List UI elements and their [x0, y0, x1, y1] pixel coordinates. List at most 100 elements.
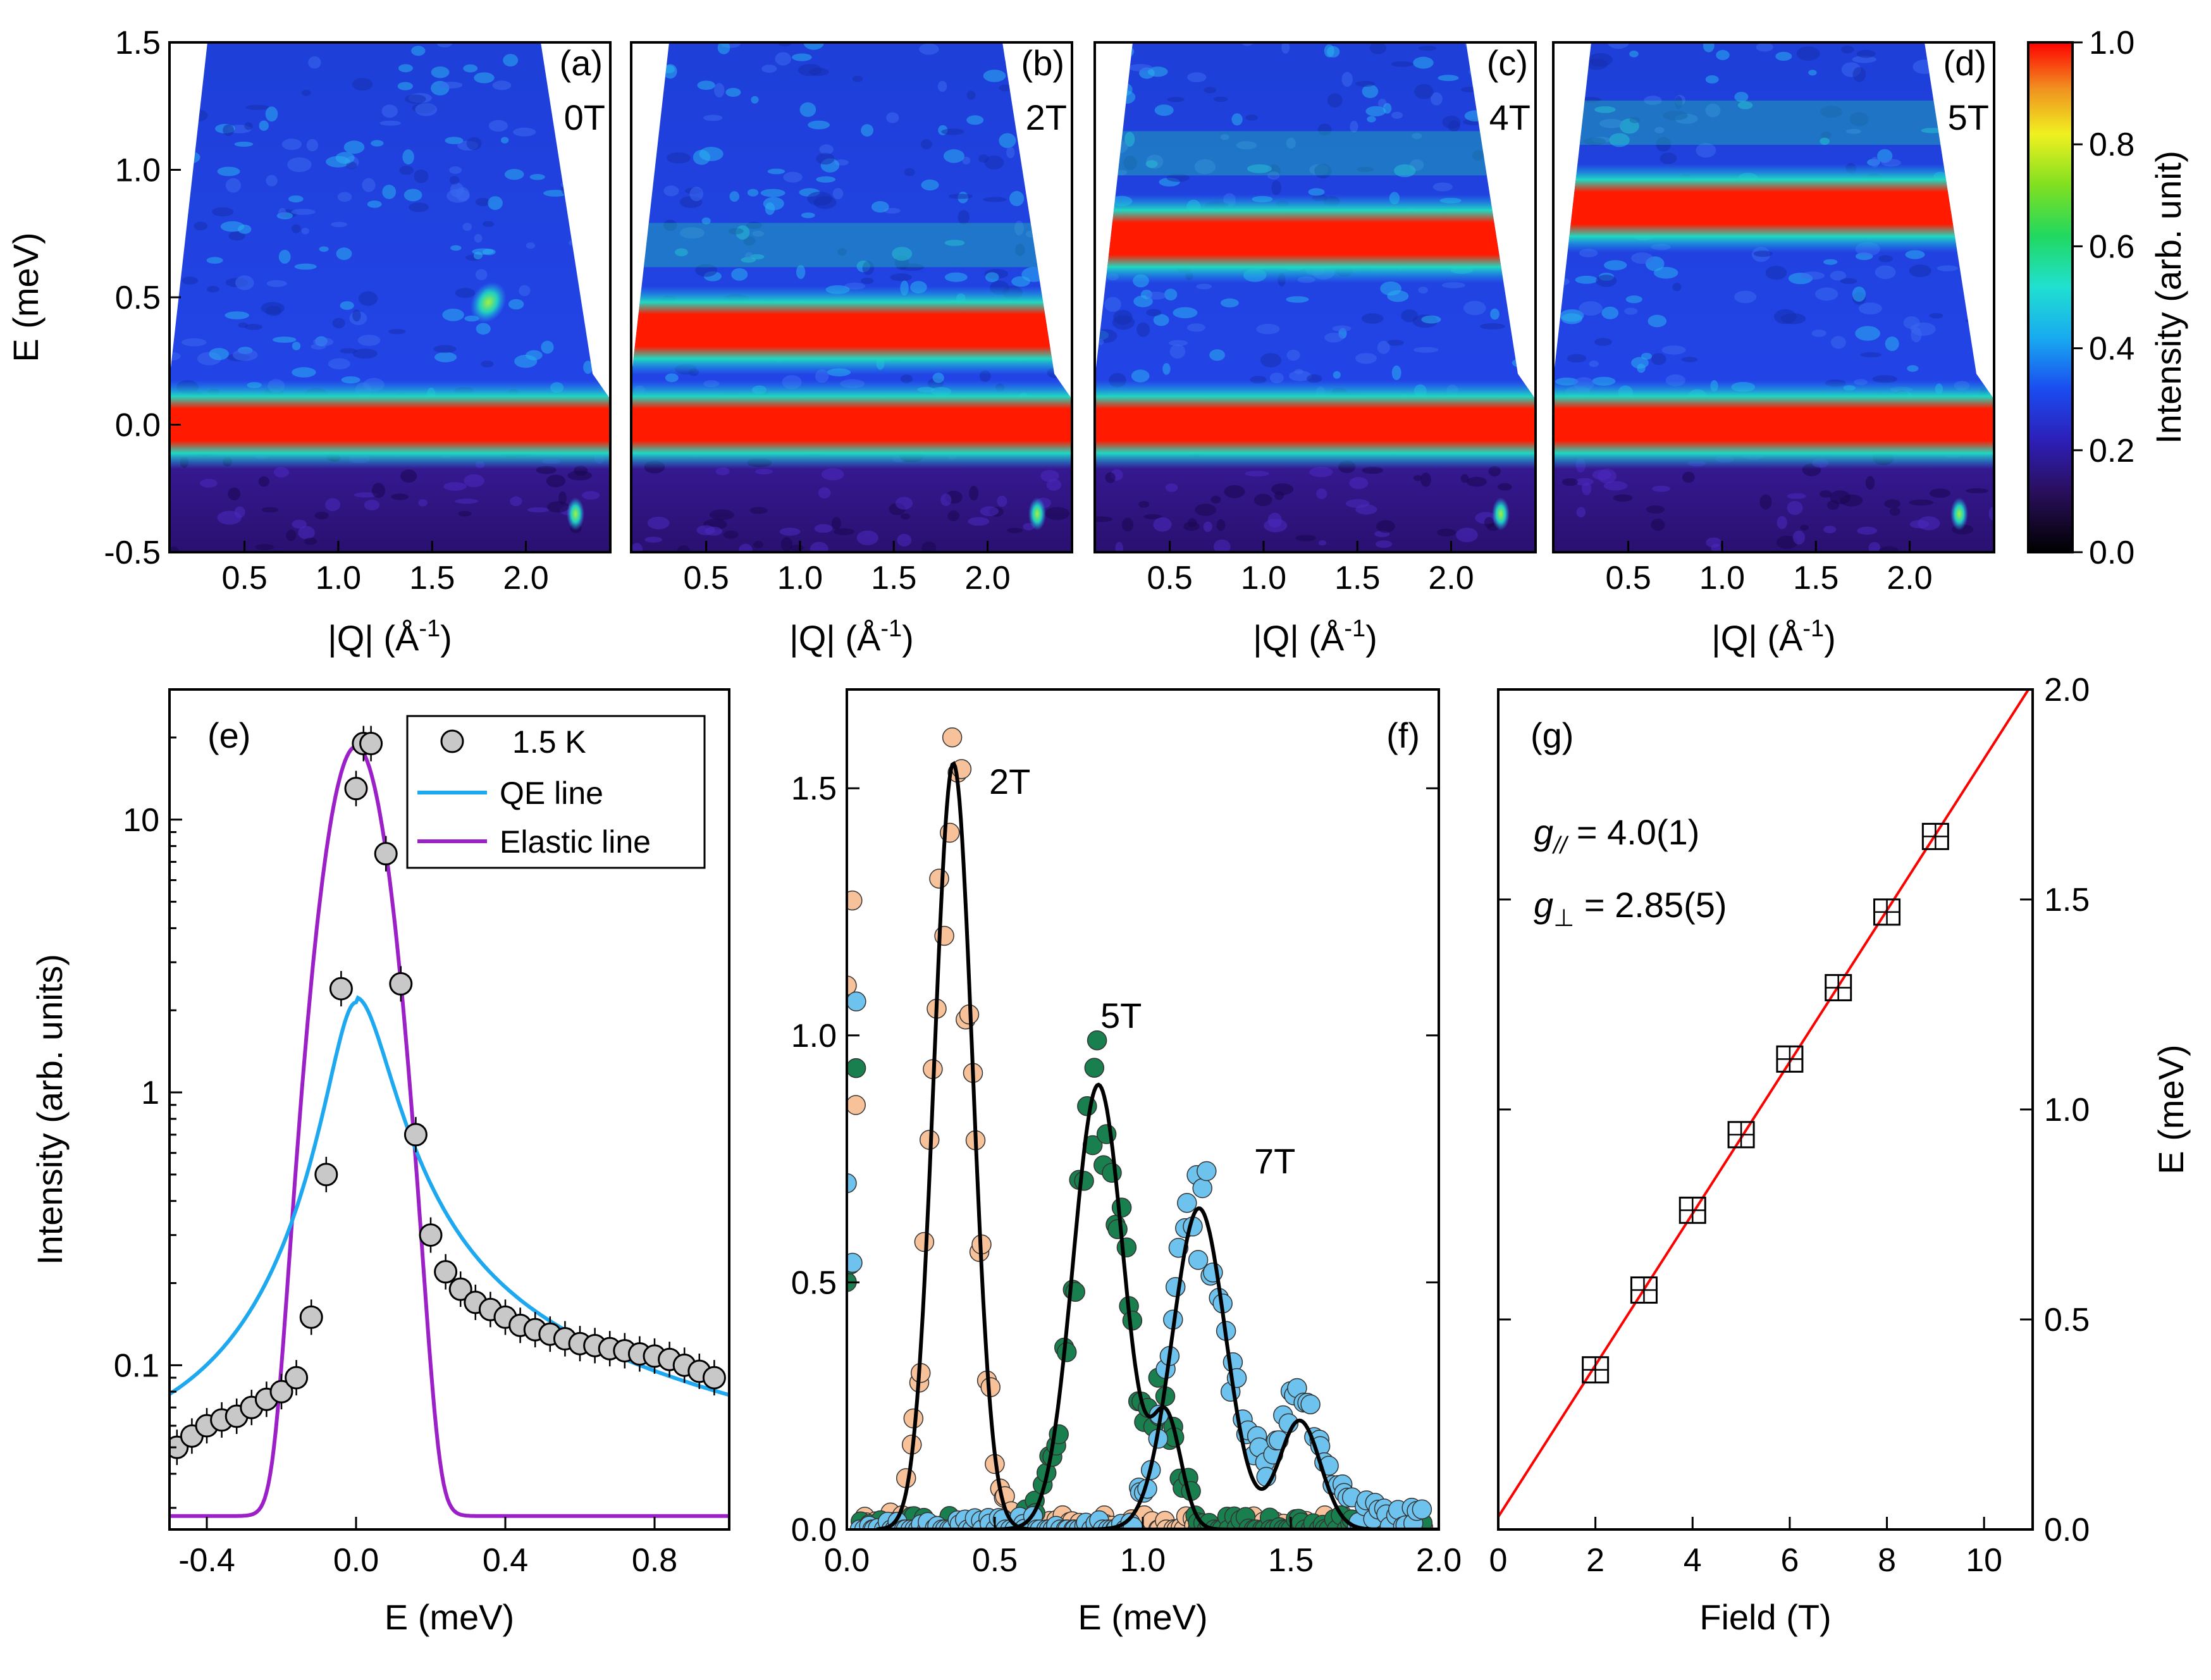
heatmap-texture-blob — [331, 221, 347, 228]
heatmap-texture-blob — [265, 106, 278, 122]
heatmap-texture-blob — [266, 175, 278, 187]
heatmap-texture-blob — [1412, 133, 1422, 139]
heatmap-panel-tag: (c) — [1487, 43, 1528, 83]
data-point-1p5K — [448, 1277, 472, 1301]
heatmap-texture-blob — [631, 235, 642, 245]
heatmap-texture-blob — [1166, 173, 1190, 182]
heatmap-xlabel-main: |Q| (Å — [1711, 618, 1803, 658]
heatmap-corner-spot — [567, 497, 584, 531]
heatmap-texture-blob — [999, 84, 1012, 92]
panel-f-xtick-label: 2.0 — [1416, 1542, 1462, 1579]
heatmap-texture-blob — [1696, 143, 1716, 158]
heatmap-texture-blob — [1383, 102, 1392, 114]
heatmap-texture-blob — [1391, 111, 1403, 119]
data-point-5T — [847, 1058, 866, 1078]
heatmap-5T: 0.5 1.0 1.5 2.0 |Q| (Å-1) (d) 5T — [1552, 41, 1995, 658]
heatmap-texture-blob — [328, 358, 350, 369]
heatmap-texture-blob — [291, 209, 316, 215]
panel-f-xtick-label: 1.0 — [1120, 1542, 1166, 1579]
heatmap-texture-blob — [1131, 369, 1150, 383]
heatmap-corner-spot — [1950, 497, 1968, 531]
heatmap-texture-blob — [1168, 340, 1188, 346]
panel-f-xlabel: E (meV) — [1078, 1597, 1207, 1637]
heatmap-texture-blob — [1124, 132, 1135, 147]
heatmap-texture-blob — [209, 348, 230, 361]
heatmap-texture-blob — [856, 530, 878, 545]
heatmap-texture-blob — [504, 169, 524, 180]
heatmap-texture-blob — [287, 157, 312, 173]
heatmap-texture-blob — [837, 248, 847, 256]
heatmap-texture-blob — [588, 207, 598, 216]
heatmap-texture-blob — [752, 230, 764, 237]
heatmap-texture-blob — [1286, 349, 1300, 361]
heatmap-texture-blob — [983, 197, 1007, 202]
heatmap-texture-blob — [1387, 290, 1409, 302]
heatmap-texture-blob — [1629, 116, 1641, 123]
heatmap-texture-blob — [1040, 469, 1059, 482]
heatmap-texture-blob — [354, 492, 378, 498]
heatmap-texture-blob — [796, 265, 806, 280]
heatmap-texture-blob — [336, 247, 352, 260]
data-point-5T — [1074, 1171, 1094, 1191]
heatmap-texture-blob — [1479, 323, 1505, 330]
heatmap-texture-blob — [1253, 493, 1272, 507]
heatmap-texture-blob — [399, 166, 414, 175]
heatmap-texture-blob — [169, 352, 181, 361]
heatmap-texture-blob — [834, 528, 855, 535]
heatmap-texture-blob — [1575, 275, 1598, 284]
heatmap-body — [1553, 42, 1994, 552]
heatmap-texture-blob — [1830, 271, 1847, 281]
heatmap-texture-blob — [292, 224, 301, 233]
panel-g-ytick-label: 1.5 — [2044, 882, 2090, 918]
data-point-7T — [847, 1173, 857, 1194]
heatmap-texture-blob — [225, 178, 241, 193]
panel-f-xtick-label: 1.5 — [1268, 1542, 1314, 1579]
heatmap-texture-blob — [1333, 371, 1341, 379]
heatmap-texture-blob — [414, 170, 429, 183]
heatmap-texture-blob — [335, 152, 355, 164]
heatmap-texture-blob — [760, 188, 785, 197]
heatmap-texture-blob — [984, 155, 1004, 170]
heatmap-texture-blob — [783, 171, 803, 183]
heatmap-texture-blob — [1438, 75, 1459, 82]
heatmap-band-halo — [1553, 100, 1994, 145]
heatmap-texture-blob — [728, 228, 744, 235]
heatmap-texture-blob — [729, 191, 739, 202]
heatmap-band — [1095, 380, 1536, 469]
heatmap-xtick-label: 1.5 — [1793, 560, 1838, 596]
heatmap-texture-blob — [1213, 96, 1228, 102]
heatmap-texture-blob — [1646, 505, 1665, 514]
heatmap-texture-blob — [455, 288, 476, 299]
heatmap-xtick-label: 1.5 — [409, 560, 455, 596]
heatmap-texture-blob — [1792, 530, 1805, 545]
heatmap-texture-blob — [1442, 116, 1461, 129]
heatmap-texture-blob — [1032, 162, 1041, 176]
heatmap-texture-blob — [1644, 96, 1662, 105]
heatmap-texture-blob — [1367, 116, 1376, 123]
heatmap-texture-blob — [1878, 255, 1894, 262]
heatmap-texture-blob — [1187, 72, 1207, 82]
heatmap-texture-blob — [1418, 287, 1428, 294]
heatmap-texture-blob — [476, 323, 491, 335]
heatmap-texture-blob — [273, 337, 297, 343]
heatmap-texture-blob — [1209, 349, 1225, 361]
heatmap-texture-blob — [474, 72, 495, 83]
heatmap-texture-blob — [1921, 128, 1943, 133]
panel-e-xtick-label: 0.0 — [333, 1542, 379, 1579]
g-perp-value: = 2.85(5) — [1574, 885, 1727, 925]
heatmap-texture-blob — [1055, 156, 1072, 166]
heatmap-texture-blob — [583, 361, 593, 374]
heatmap-texture-blob — [1196, 283, 1212, 290]
heatmap-texture-blob — [717, 42, 730, 54]
heatmap-texture-blob — [325, 498, 341, 512]
heatmap-texture-blob — [1460, 474, 1469, 483]
heatmap-texture-blob — [431, 66, 450, 78]
heatmap-texture-blob — [1095, 338, 1104, 345]
heatmap-texture-blob — [1256, 324, 1280, 335]
heatmap-texture-blob — [560, 180, 583, 190]
heatmap-texture-blob — [1705, 103, 1721, 118]
heatmap-texture-blob — [1271, 180, 1281, 195]
heatmap-texture-blob — [1413, 475, 1422, 481]
g-perp-annotation: g⊥ = 2.85(5) — [1534, 885, 1727, 932]
heatmap-band — [631, 380, 1072, 469]
